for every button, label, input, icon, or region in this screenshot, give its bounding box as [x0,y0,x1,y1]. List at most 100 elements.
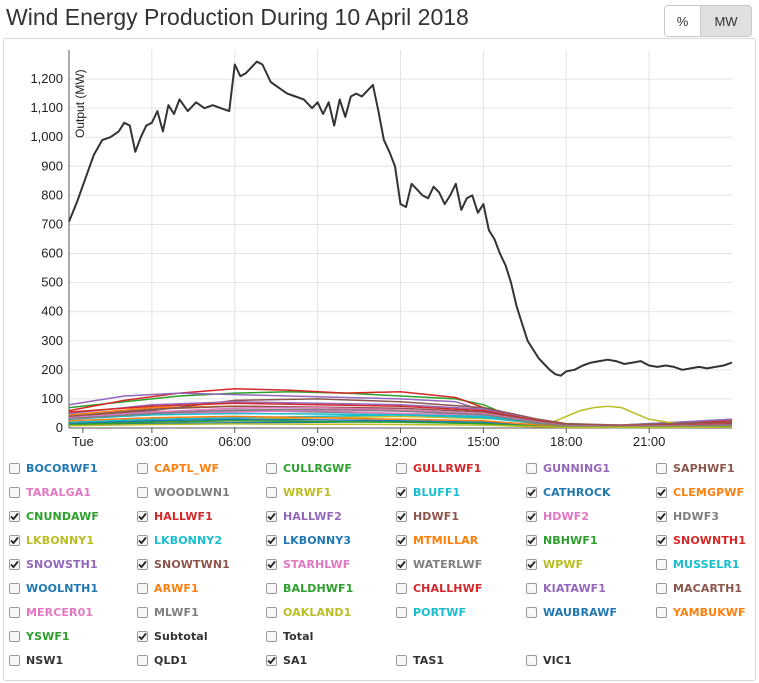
legend-item-hdwf1[interactable]: HDWF1 [396,509,459,523]
legend-checkbox[interactable] [396,534,407,546]
legend-item-lkbonny2[interactable]: LKBONNY2 [137,533,222,547]
legend-checkbox[interactable] [9,630,20,642]
legend-checkbox[interactable] [9,462,20,474]
legend-checkbox[interactable] [9,510,20,522]
legend-item-hdwf3[interactable]: HDWF3 [656,509,719,523]
legend-checkbox[interactable] [396,462,407,474]
legend-item-clemgpwf[interactable]: CLEMGPWF [656,485,744,499]
legend-checkbox[interactable] [137,534,148,546]
legend-item-vic1[interactable]: VIC1 [526,653,572,667]
legend-checkbox[interactable] [526,558,537,570]
legend-item-wpwf[interactable]: WPWF [526,557,583,571]
legend-item-waubrawf[interactable]: WAUBRAWF [526,605,617,619]
legend-item-yambukwf[interactable]: YAMBUKWF [656,605,746,619]
legend-checkbox[interactable] [656,582,667,594]
legend-item-nsw1[interactable]: NSW1 [9,653,63,667]
legend-checkbox[interactable] [9,558,20,570]
legend-item-starhlwf[interactable]: STARHLWF [266,557,350,571]
legend-checkbox[interactable] [656,462,667,474]
legend-checkbox[interactable] [266,462,277,474]
legend-item-kiatawf1[interactable]: KIATAWF1 [526,581,606,595]
legend-checkbox[interactable] [396,486,407,498]
legend-item-lkbonny3[interactable]: LKBONNY3 [266,533,351,547]
legend-checkbox[interactable] [9,534,20,546]
legend-checkbox[interactable] [9,486,20,498]
legend-checkbox[interactable] [396,654,407,666]
legend-checkbox[interactable] [266,630,277,642]
legend-checkbox[interactable] [526,654,537,666]
legend-item-lkbonny1[interactable]: LKBONNY1 [9,533,94,547]
legend-item-snowsth1[interactable]: SNOWSTH1 [9,557,98,571]
legend-item-total[interactable]: Total [266,629,314,643]
legend-checkbox[interactable] [656,534,667,546]
legend-item-sa1[interactable]: SA1 [266,653,307,667]
legend-item-nbhwf1[interactable]: NBHWF1 [526,533,598,547]
legend-item-waterlwf[interactable]: WATERLWF [396,557,482,571]
legend-item-snownth1[interactable]: SNOWNTH1 [656,533,746,547]
legend-item-hallwf1[interactable]: HALLWF1 [137,509,213,523]
legend-item-mercer01[interactable]: MERCER01 [9,605,93,619]
legend-item-subtotal[interactable]: Subtotal [137,629,208,643]
legend-checkbox[interactable] [137,630,148,642]
legend-item-wrwf1[interactable]: WRWF1 [266,485,331,499]
legend-item-taralga1[interactable]: TARALGA1 [9,485,91,499]
legend-checkbox[interactable] [266,606,277,618]
legend-checkbox[interactable] [266,558,277,570]
legend-item-captl_wf[interactable]: CAPTL_WF [137,461,219,475]
legend-item-bluff1[interactable]: BLUFF1 [396,485,460,499]
legend-item-baldhwf1[interactable]: BALDHWF1 [266,581,353,595]
legend-item-musselr1[interactable]: MUSSELR1 [656,557,740,571]
legend-checkbox[interactable] [526,486,537,498]
legend-item-woodlwn1[interactable]: WOODLWN1 [137,485,230,499]
legend-checkbox[interactable] [137,510,148,522]
legend-checkbox[interactable] [526,606,537,618]
legend-item-yswf1[interactable]: YSWF1 [9,629,70,643]
legend-checkbox[interactable] [137,654,148,666]
legend-item-hdwf2[interactable]: HDWF2 [526,509,589,523]
legend-checkbox[interactable] [137,582,148,594]
legend-item-cullrgwf[interactable]: CULLRGWF [266,461,352,475]
legend-item-gunning1[interactable]: GUNNING1 [526,461,610,475]
legend-item-snowtwn1[interactable]: SNOWTWN1 [137,557,230,571]
legend-checkbox[interactable] [656,510,667,522]
legend-checkbox[interactable] [396,558,407,570]
legend-checkbox[interactable] [526,582,537,594]
legend-checkbox[interactable] [526,534,537,546]
legend-checkbox[interactable] [656,486,667,498]
legend-item-qld1[interactable]: QLD1 [137,653,188,667]
legend-item-macarth1[interactable]: MACARTH1 [656,581,742,595]
percent-toggle-button[interactable]: % [665,6,701,36]
legend-checkbox[interactable] [266,510,277,522]
legend-item-bocorwf1[interactable]: BOCORWF1 [9,461,98,475]
legend-checkbox[interactable] [396,606,407,618]
legend-checkbox[interactable] [137,606,148,618]
legend-item-mlwf1[interactable]: MLWF1 [137,605,199,619]
legend-checkbox[interactable] [9,654,20,666]
legend-item-saphwf1[interactable]: SAPHWF1 [656,461,735,475]
legend-item-cnundawf[interactable]: CNUNDAWF [9,509,99,523]
legend-checkbox[interactable] [266,534,277,546]
legend-checkbox[interactable] [526,462,537,474]
legend-checkbox[interactable] [656,606,667,618]
legend-item-mtmillar[interactable]: MTMILLAR [396,533,478,547]
legend-item-hallwf2[interactable]: HALLWF2 [266,509,342,523]
legend-checkbox[interactable] [9,582,20,594]
legend-item-arwf1[interactable]: ARWF1 [137,581,199,595]
legend-item-portwf[interactable]: PORTWF [396,605,466,619]
legend-checkbox[interactable] [137,486,148,498]
legend-checkbox[interactable] [656,558,667,570]
legend-item-challhwf[interactable]: CHALLHWF [396,581,482,595]
legend-checkbox[interactable] [137,462,148,474]
legend-checkbox[interactable] [526,510,537,522]
legend-item-tas1[interactable]: TAS1 [396,653,444,667]
mw-toggle-button[interactable]: MW [701,6,751,36]
legend-item-cathrock[interactable]: CATHROCK [526,485,611,499]
legend-item-woolnth1[interactable]: WOOLNTH1 [9,581,98,595]
legend-item-oakland1[interactable]: OAKLAND1 [266,605,351,619]
legend-checkbox[interactable] [266,486,277,498]
legend-checkbox[interactable] [9,606,20,618]
legend-item-gullrwf1[interactable]: GULLRWF1 [396,461,482,475]
legend-checkbox[interactable] [137,558,148,570]
legend-checkbox[interactable] [266,654,277,666]
legend-checkbox[interactable] [396,582,407,594]
